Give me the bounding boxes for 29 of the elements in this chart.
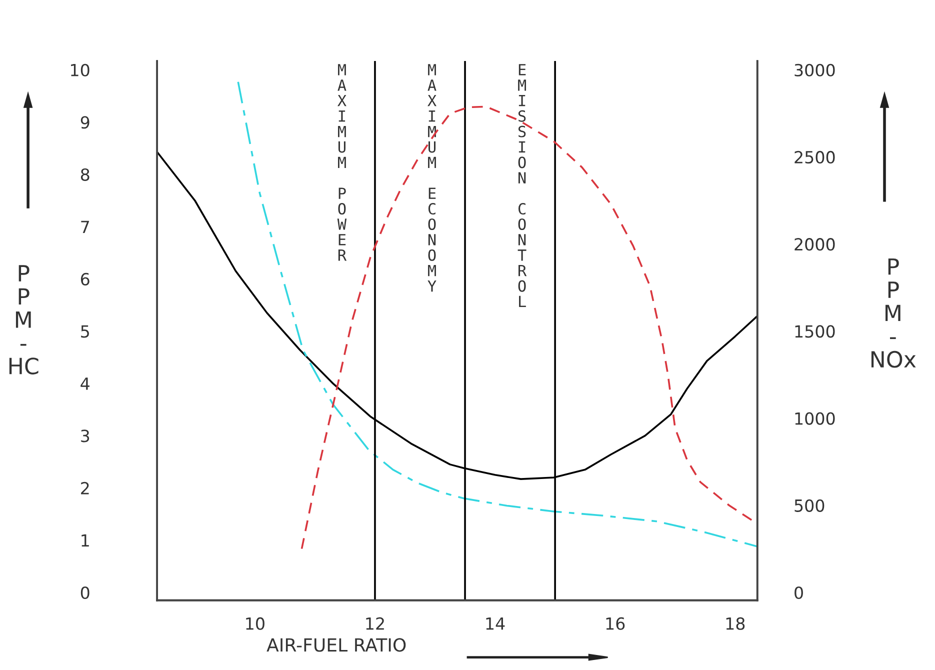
x-tick-label: 16 (606, 617, 625, 630)
y2-tick-label: 1500 (795, 325, 835, 338)
y2-tick-label: 500 (794, 499, 824, 512)
y-tick-label: 1 (82, 534, 89, 547)
y-tick-label: 8 (80, 168, 90, 181)
text: EMISSION CONTROL (518, 64, 527, 308)
y2-tick-label: 2000 (794, 238, 835, 251)
x-axis-title: AIR-FUEL RATIO (266, 638, 406, 652)
y-tick-label: 7 (81, 220, 89, 233)
text: MAXIMUM POWER (337, 64, 347, 261)
y2-axis-title: P P M - NOx (871, 258, 916, 368)
y2-tick-label: 3000 (794, 64, 835, 76)
y2-tick-label: 1000 (795, 412, 835, 425)
x-tick-label: 10 (246, 617, 264, 630)
x-tick-label: 18 (726, 617, 745, 630)
y-tick-label: 2 (81, 482, 89, 494)
y-tick-label: 3 (81, 430, 90, 442)
y-tick-label: 10 (71, 64, 90, 76)
y-tick-label: 0 (80, 586, 90, 600)
y2-tick-label: 2500 (794, 150, 835, 164)
y2-tick-label: 0 (794, 586, 803, 600)
x-tick-label: 14 (486, 618, 505, 630)
line-series (237, 80, 758, 548)
y-tick-label: 9 (80, 116, 90, 129)
y-axis-title: P P M - HC (9, 265, 38, 374)
x-tick-label: 12 (366, 617, 384, 630)
y-tick-label: 6 (80, 272, 90, 286)
y-tick-label: 4 (80, 378, 90, 390)
y-tick-label: 5 (81, 325, 89, 338)
